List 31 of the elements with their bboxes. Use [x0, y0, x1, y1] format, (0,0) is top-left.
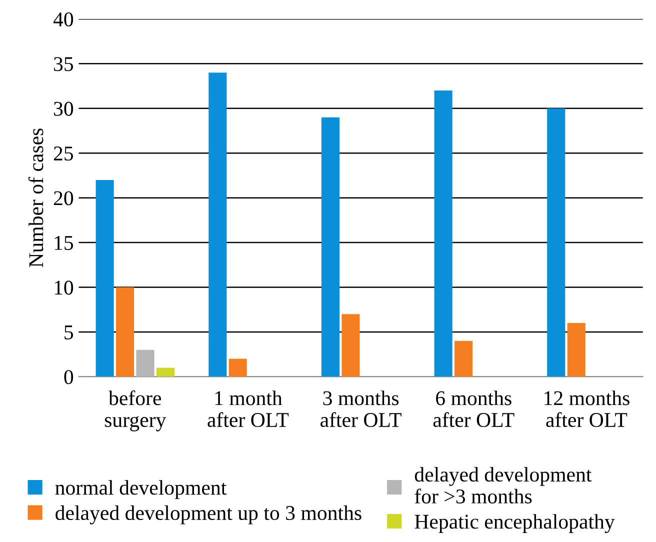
legend-label: delayed development for >3 months	[414, 466, 592, 504]
y-tick-label: 40	[53, 12, 74, 26]
bar	[136, 350, 154, 377]
y-axis-title: Number of cases	[28, 128, 44, 268]
bar	[156, 368, 174, 377]
y-tick-label: 35	[54, 57, 74, 72]
x-tick-label: 3 months after OLT	[320, 390, 402, 428]
y-tick-label: 10	[54, 280, 74, 295]
x-tick-label: before surgery	[104, 390, 166, 432]
bar	[342, 314, 360, 377]
y-tick-label: 5	[64, 326, 74, 340]
y-tick-label: 15	[54, 236, 74, 250]
x-tick-label: 12 months after OLT	[544, 390, 630, 428]
y-tick-label: 30	[54, 102, 74, 116]
y-tick-label: 20	[54, 191, 74, 206]
x-tick-label: 6 months after OLT	[433, 390, 514, 428]
y-tick-label: 0	[64, 370, 74, 384]
y-tick-label: 25	[54, 146, 74, 161]
bar	[116, 287, 134, 377]
bar	[434, 90, 452, 377]
bar	[228, 358, 247, 377]
legend-label: Hepatic encephalopathy	[414, 514, 615, 534]
bar	[321, 117, 340, 377]
bar	[208, 72, 227, 377]
bar	[567, 323, 586, 377]
x-tick-label: 1 month after OLT	[208, 390, 289, 428]
legend-label: normal development	[55, 480, 227, 500]
bar	[454, 340, 473, 377]
bar	[96, 180, 114, 377]
legend-label: delayed development up to 3 months	[56, 505, 362, 524]
bar	[547, 108, 566, 377]
